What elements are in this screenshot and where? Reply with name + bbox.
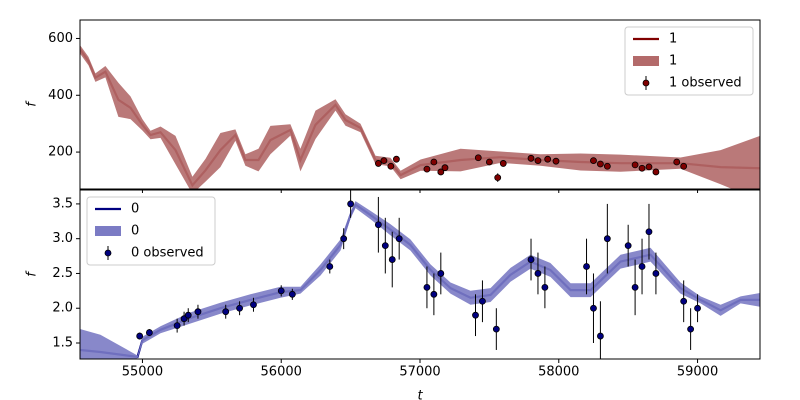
y-tick-label: 400 [48, 88, 73, 103]
observed-point [387, 162, 395, 170]
observed-point [194, 308, 202, 316]
observed-point [673, 158, 681, 166]
observed-point [603, 235, 611, 243]
observed-point [544, 155, 552, 163]
observed-point [340, 235, 348, 243]
observed-point [288, 290, 296, 298]
x-tick-label: 58000 [538, 365, 579, 380]
observed-point [326, 263, 334, 270]
legend-label: 1 [669, 32, 677, 47]
legend-marker [642, 79, 650, 87]
y-tick-label: 3.5 [52, 196, 73, 211]
observed-point [173, 322, 181, 330]
observed-point [687, 325, 695, 333]
legend-label: 0 observed [131, 246, 204, 261]
observed-point [374, 221, 382, 229]
observed-point [250, 301, 257, 309]
observed-point [603, 162, 611, 170]
x-axis-label: t [417, 389, 423, 400]
observed-point [430, 290, 438, 298]
observed-point [395, 235, 403, 243]
observed-point [423, 283, 431, 291]
axes-frame [79, 19, 761, 190]
y-tick-label: 200 [48, 145, 73, 160]
observed-point [492, 325, 500, 333]
y-tick-label: 3.0 [52, 231, 73, 246]
observed-point [638, 164, 646, 172]
x-tick-label: 59000 [677, 365, 718, 380]
observed-point [437, 270, 445, 277]
observed-point [583, 263, 590, 270]
observed-point [527, 256, 535, 263]
y-tick-label: 2.0 [52, 301, 73, 316]
legend-label: 0 [131, 202, 139, 217]
observed-point [597, 332, 604, 340]
y-axis-label: f [25, 100, 40, 107]
observed-point [680, 297, 688, 305]
legend-label: 0 [131, 224, 139, 239]
observed-point [423, 165, 431, 173]
observed-point [474, 154, 482, 162]
observed-point [645, 228, 653, 236]
observed-point [145, 329, 153, 336]
observed-point [472, 311, 479, 319]
observed-point [652, 168, 660, 176]
observed-point [393, 155, 400, 163]
legend-marker [104, 249, 112, 257]
x-tick-label: 55000 [122, 365, 163, 380]
observed-point [534, 157, 542, 164]
observed-point [184, 311, 192, 319]
observed-point [645, 163, 653, 171]
observed-point [680, 162, 688, 170]
plot-area [80, 45, 760, 189]
legend-box [86, 196, 216, 266]
observed-point [499, 160, 507, 167]
observed-point [694, 304, 701, 312]
confidence-band [80, 45, 760, 189]
observed-point [597, 160, 604, 168]
axes-frame [79, 189, 761, 360]
observed-point [485, 158, 493, 166]
observed-point [479, 297, 486, 305]
observed-point [222, 308, 230, 316]
observed-point [347, 200, 355, 208]
observed-point [236, 304, 243, 312]
plot-area [80, 190, 760, 359]
observed-point [590, 304, 597, 312]
observed-point [541, 283, 549, 291]
y-tick-label: 1.5 [52, 336, 73, 351]
observed-point [374, 160, 382, 167]
observed-point [136, 332, 144, 340]
x-tick-label: 57000 [399, 365, 440, 380]
legend-patch [95, 226, 121, 236]
observed-point [381, 242, 389, 250]
observed-point [652, 270, 660, 277]
observed-point [380, 157, 388, 164]
legend-label: 1 [669, 54, 677, 69]
x-tick-label: 56000 [261, 365, 302, 380]
observed-point [494, 174, 502, 182]
observed-point [534, 270, 542, 277]
observed-point [590, 157, 597, 164]
legend-box [624, 26, 754, 96]
observed-point [388, 256, 396, 263]
observed-point [552, 157, 560, 165]
observed-point [430, 158, 438, 166]
y-axis-label: f [25, 270, 40, 277]
y-tick-label: 2.5 [52, 266, 73, 281]
observed-point [277, 287, 285, 295]
observed-point [631, 161, 639, 169]
observed-point [624, 242, 632, 250]
observed-point [441, 164, 449, 172]
observed-point [631, 283, 639, 291]
legend-patch [633, 56, 659, 66]
observed-point [638, 263, 646, 270]
observed-point [527, 154, 535, 162]
y-tick-label: 600 [48, 31, 73, 46]
legend-label: 1 observed [669, 76, 742, 91]
observed-point [437, 168, 445, 176]
